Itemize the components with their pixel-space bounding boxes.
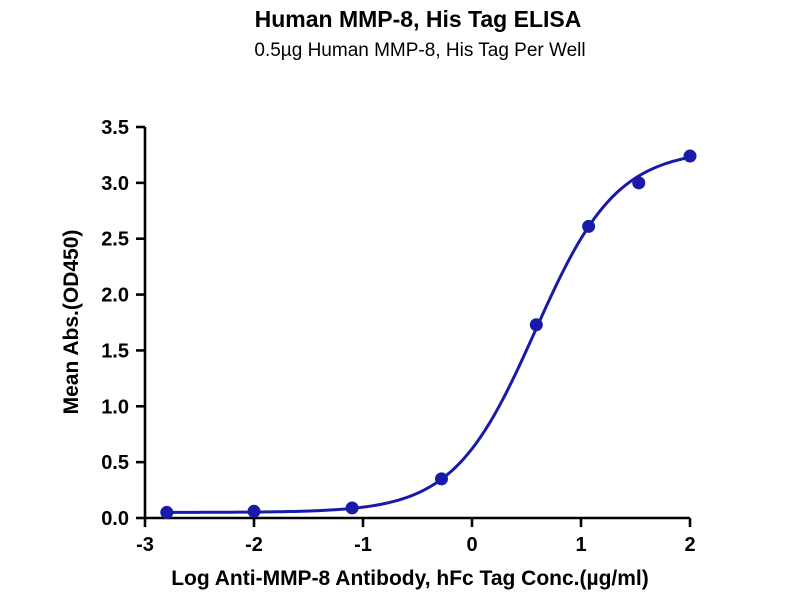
plot-area: 0.0 0.5 1.0 1.5 2.0 2.5 3.0 3.5 -3 -2 -1 0 1 2 — [101, 117, 697, 556]
data-point — [582, 219, 596, 233]
x-tick-label: -2 — [245, 534, 263, 556]
y-tick-label: 2.5 — [101, 229, 129, 251]
x-tick-label: 1 — [575, 534, 586, 556]
chart-subtitle: 0.5µg Human MMP-8, His Tag Per Well — [254, 40, 585, 61]
x-tick-label: -1 — [354, 534, 372, 556]
x-tick-label: 2 — [684, 534, 695, 556]
fit-curve — [165, 155, 692, 514]
data-point — [160, 505, 174, 519]
y-axis-label: Mean Abs.(OD450) — [60, 230, 83, 415]
data-point — [529, 318, 543, 332]
axis-spines — [143, 127, 690, 520]
y-tick-label: 1.5 — [101, 340, 129, 362]
y-tick-label: 3.0 — [101, 173, 129, 195]
data-point — [683, 149, 697, 163]
x-tick-label: 0 — [466, 534, 477, 556]
y-tick-label: 3.5 — [101, 117, 129, 139]
x-tick-label: -3 — [136, 534, 154, 556]
data-point — [434, 472, 448, 486]
y-tick-label: 2.0 — [101, 285, 129, 307]
y-tick-label: 0.0 — [101, 508, 129, 530]
x-axis-label: Log Anti-MMP-8 Antibody, hFc Tag Conc.(µ… — [171, 567, 649, 590]
data-point — [345, 501, 359, 515]
chart-title: Human MMP-8, His Tag ELISA — [255, 6, 582, 32]
y-tick-label: 1.0 — [101, 396, 129, 418]
y-tick-label: 0.5 — [101, 452, 129, 474]
data-point — [632, 176, 646, 190]
data-point — [247, 504, 261, 518]
